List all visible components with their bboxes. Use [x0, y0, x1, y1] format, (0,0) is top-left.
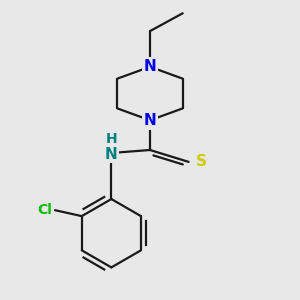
Text: H: H	[106, 131, 117, 146]
Text: N: N	[144, 113, 156, 128]
Text: N: N	[105, 147, 118, 162]
Text: N: N	[144, 59, 156, 74]
Text: Cl: Cl	[37, 203, 52, 217]
Text: S: S	[196, 154, 207, 169]
